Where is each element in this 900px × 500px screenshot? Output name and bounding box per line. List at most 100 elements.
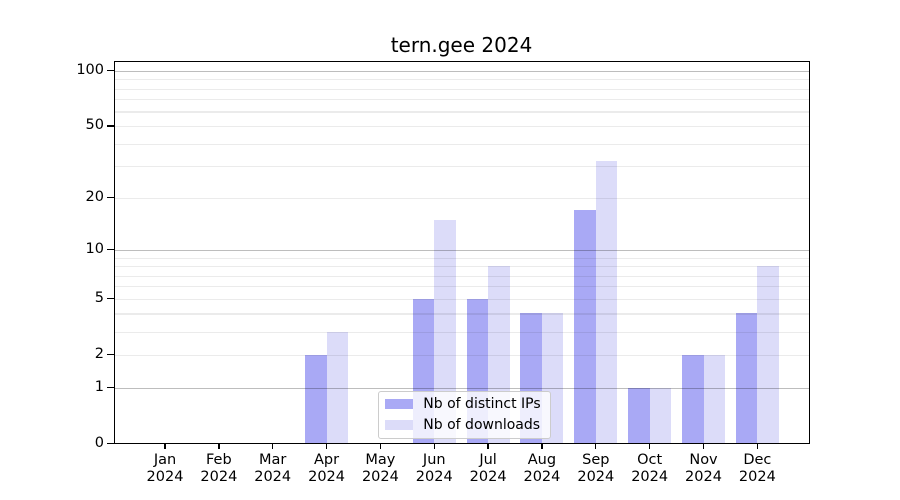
x-tick-month-dec: Dec	[743, 452, 772, 468]
y-tick-label-10: 10	[85, 241, 104, 258]
gridline-y-20	[113, 197, 810, 199]
y-tick-mark-0	[106, 442, 114, 445]
x-tick-label-mar: Mar 2024	[241, 452, 305, 485]
x-tick-mark-jun	[433, 443, 435, 449]
y-tick-mark-1	[106, 386, 114, 389]
x-tick-year-may: 2024	[361, 468, 399, 485]
x-tick-year-sep: 2024	[577, 468, 615, 485]
legend-item-distinct-ips: Nb of distinct IPs	[385, 396, 542, 412]
bar-nb-of-downloads-nov	[703, 354, 725, 444]
x-tick-year-nov: 2024	[685, 468, 722, 485]
x-tick-month-may: May	[365, 452, 396, 468]
x-tick-mark-aug	[541, 443, 543, 449]
x-tick-label-apr: Apr 2024	[295, 452, 359, 485]
gridline-y-1	[113, 387, 810, 389]
x-tick-year-feb: 2024	[200, 468, 238, 485]
gridline-y-30	[113, 166, 810, 168]
x-tick-mark-jul	[487, 443, 489, 449]
x-tick-month-feb: Feb	[206, 452, 232, 468]
y-tick-mark-5	[106, 298, 114, 300]
legend-label-downloads: Nb of downloads	[423, 417, 541, 434]
plot-area: Nb of distinct IPs Nb of downloads	[113, 60, 810, 444]
grid-layer	[113, 61, 810, 444]
y-tick-mark-20	[106, 196, 114, 199]
x-tick-mark-dec	[756, 443, 759, 449]
y-tick-label-1: 1	[94, 379, 104, 395]
x-tick-mark-nov	[702, 443, 705, 449]
legend: Nb of distinct IPs Nb of downloads	[378, 390, 552, 439]
x-tick-label-aug: Aug 2024	[510, 452, 574, 485]
x-tick-label-dec: Dec 2024	[725, 452, 789, 485]
x-tick-label-jul: Jul 2024	[456, 452, 520, 485]
bar-nb-of-distinct-ips-nov	[682, 354, 704, 444]
bar-nb-of-distinct-ips-dec	[735, 313, 758, 444]
x-tick-mark-jan	[164, 443, 166, 449]
x-tick-mark-may	[379, 443, 382, 449]
x-tick-month-sep: Sep	[582, 452, 610, 468]
x-tick-year-jan: 2024	[146, 468, 184, 485]
x-tick-mark-feb	[218, 443, 220, 449]
x-tick-mark-mar	[272, 443, 274, 449]
y-tick-mark-50	[106, 125, 114, 127]
x-tick-month-apr: Apr	[314, 452, 340, 468]
x-tick-mark-apr	[325, 443, 328, 449]
x-tick-label-oct: Oct 2024	[618, 452, 682, 485]
bar-nb-of-distinct-ips-apr	[305, 354, 327, 444]
gridline-y-3	[113, 331, 810, 333]
x-tick-month-jul: Jul	[479, 452, 497, 468]
gridline-y-6	[113, 286, 810, 288]
bar-nb-of-downloads-oct	[649, 387, 672, 444]
legend-swatch-distinct-ips	[385, 398, 414, 410]
gridline-y-90	[113, 79, 810, 81]
gridline-y-80	[113, 88, 810, 90]
x-tick-year-dec: 2024	[738, 468, 776, 485]
x-tick-year-jun: 2024	[415, 468, 453, 485]
y-tick-label-50: 50	[85, 117, 104, 134]
x-tick-month-jan: Jan	[153, 452, 177, 468]
legend-item-downloads: Nb of downloads	[385, 417, 542, 433]
gridline-y-40	[113, 143, 810, 145]
y-tick-label-0: 0	[94, 435, 104, 451]
y-tick-label-20: 20	[85, 189, 104, 206]
x-tick-label-jun: Jun 2024	[402, 452, 466, 485]
x-tick-mark-sep	[595, 443, 597, 449]
legend-swatch-downloads	[385, 419, 414, 431]
bar-nb-of-downloads-dec	[757, 266, 779, 444]
bar-nb-of-distinct-ips-oct	[628, 387, 650, 444]
y-tick-label-5: 5	[94, 290, 104, 307]
gridline-y-60	[113, 111, 810, 113]
y-tick-mark-10	[106, 249, 114, 251]
gridline-y-4	[113, 313, 810, 315]
x-tick-mark-oct	[648, 443, 651, 449]
y-tick-mark-2	[106, 354, 114, 356]
y-tick-label-100: 100	[76, 62, 104, 79]
gridline-y-7	[113, 275, 810, 277]
gridline-y-8	[113, 266, 810, 268]
x-tick-year-jul: 2024	[469, 468, 507, 485]
gridline-y-10	[113, 249, 810, 251]
gridline-y-50	[113, 125, 810, 127]
gridline-y-70	[113, 99, 810, 101]
x-tick-year-mar: 2024	[254, 468, 292, 485]
x-tick-label-may: May 2024	[348, 452, 412, 485]
x-tick-month-aug: Aug	[527, 452, 557, 468]
gridline-y-2	[113, 354, 810, 356]
x-tick-year-oct: 2024	[631, 468, 669, 485]
gridline-y-100	[113, 70, 810, 72]
x-tick-year-aug: 2024	[523, 468, 561, 485]
gridline-y-5	[113, 298, 810, 300]
x-tick-month-nov: Nov	[689, 452, 718, 468]
y-tick-label-2: 2	[94, 346, 104, 363]
x-tick-label-feb: Feb 2024	[187, 452, 251, 485]
x-tick-label-nov: Nov 2024	[672, 452, 736, 485]
chart-title: tern.gee 2024	[390, 33, 533, 57]
x-tick-month-mar: Mar	[259, 452, 287, 468]
x-tick-year-apr: 2024	[308, 468, 345, 485]
x-tick-month-oct: Oct	[637, 452, 663, 468]
x-tick-month-jun: Jun	[422, 452, 446, 468]
gridline-y-9	[113, 257, 810, 259]
bar-nb-of-distinct-ips-sep	[574, 210, 596, 444]
